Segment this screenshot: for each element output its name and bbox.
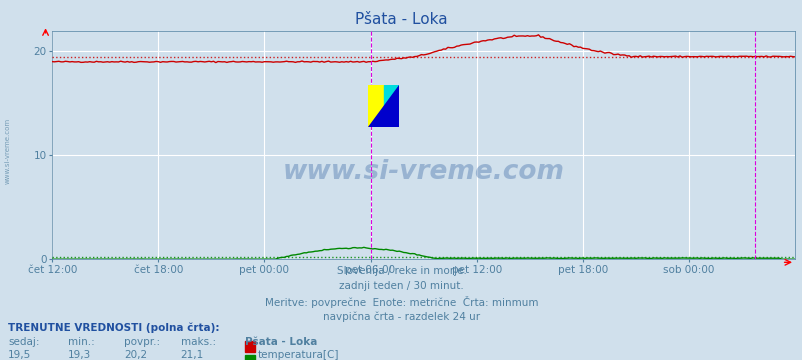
Text: maks.:: maks.: bbox=[180, 337, 216, 347]
Text: 20,2: 20,2 bbox=[124, 350, 148, 360]
Text: www.si-vreme.com: www.si-vreme.com bbox=[282, 159, 564, 185]
Text: navpična črta - razdelek 24 ur: navpična črta - razdelek 24 ur bbox=[322, 311, 480, 321]
Text: www.si-vreme.com: www.si-vreme.com bbox=[5, 118, 11, 184]
Text: Pšata - Loka: Pšata - Loka bbox=[354, 12, 448, 27]
Polygon shape bbox=[367, 85, 399, 127]
Text: TRENUTNE VREDNOSTI (polna črta):: TRENUTNE VREDNOSTI (polna črta): bbox=[8, 322, 219, 333]
Text: povpr.:: povpr.: bbox=[124, 337, 160, 347]
Text: temperatura[C]: temperatura[C] bbox=[257, 350, 338, 360]
Text: 21,1: 21,1 bbox=[180, 350, 204, 360]
Text: sedaj:: sedaj: bbox=[8, 337, 39, 347]
Text: 19,3: 19,3 bbox=[68, 350, 91, 360]
Text: Meritve: povprečne  Enote: metrične  Črta: minmum: Meritve: povprečne Enote: metrične Črta:… bbox=[265, 296, 537, 308]
Text: min.:: min.: bbox=[68, 337, 95, 347]
Text: Pšata - Loka: Pšata - Loka bbox=[245, 337, 317, 347]
Bar bbox=[383, 85, 399, 127]
Text: Slovenija / reke in morje.: Slovenija / reke in morje. bbox=[336, 266, 466, 276]
Bar bbox=[367, 85, 383, 127]
Text: 19,5: 19,5 bbox=[8, 350, 31, 360]
Text: zadnji teden / 30 minut.: zadnji teden / 30 minut. bbox=[338, 281, 464, 291]
